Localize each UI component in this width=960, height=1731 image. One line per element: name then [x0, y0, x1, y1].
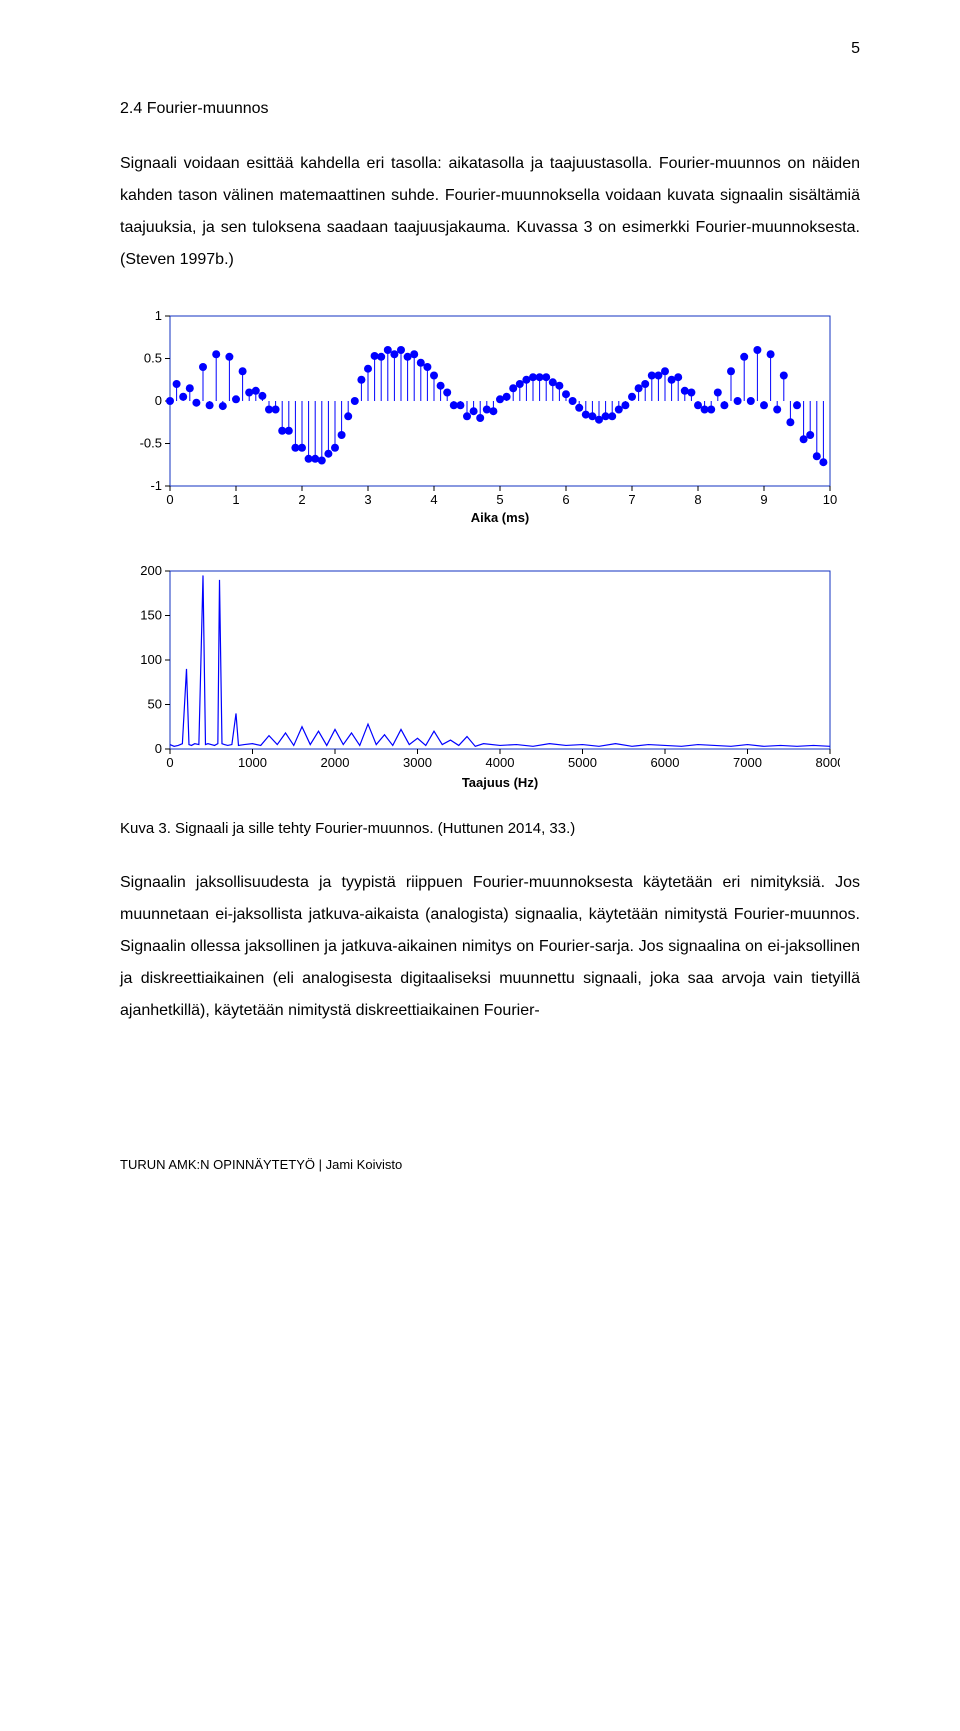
svg-text:0: 0 — [155, 393, 162, 408]
section-heading: 2.4 Fourier-muunnos — [120, 100, 860, 118]
svg-text:2000: 2000 — [321, 755, 350, 770]
svg-text:10: 10 — [823, 492, 837, 507]
svg-text:0.5: 0.5 — [144, 351, 162, 366]
page-number: 5 — [851, 40, 860, 58]
svg-text:3000: 3000 — [403, 755, 432, 770]
svg-text:1: 1 — [155, 308, 162, 323]
svg-text:-1: -1 — [150, 478, 162, 493]
svg-text:3: 3 — [364, 492, 371, 507]
svg-text:-0.5: -0.5 — [140, 436, 162, 451]
svg-text:Taajuus (Hz): Taajuus (Hz) — [462, 775, 538, 790]
svg-text:Aika (ms): Aika (ms) — [471, 510, 530, 525]
time-chart: -1-0.500.51012345678910Aika (ms) — [120, 306, 860, 531]
svg-text:0: 0 — [166, 492, 173, 507]
svg-text:4000: 4000 — [486, 755, 515, 770]
svg-text:150: 150 — [140, 608, 162, 623]
svg-text:50: 50 — [148, 697, 162, 712]
svg-text:4: 4 — [430, 492, 437, 507]
footer-text: TURUN AMK:N OPINNÄYTETYÖ | Jami Koivisto — [120, 1157, 860, 1172]
svg-text:2: 2 — [298, 492, 305, 507]
svg-text:7000: 7000 — [733, 755, 762, 770]
svg-text:7: 7 — [628, 492, 635, 507]
figure-caption: Kuva 3. Signaali ja sille tehty Fourier-… — [120, 820, 860, 837]
svg-text:5000: 5000 — [568, 755, 597, 770]
svg-text:9: 9 — [760, 492, 767, 507]
svg-text:6000: 6000 — [651, 755, 680, 770]
svg-text:0: 0 — [155, 741, 162, 756]
paragraph-2: Signaalin jaksollisuudesta ja tyypistä r… — [120, 867, 860, 1027]
svg-text:100: 100 — [140, 652, 162, 667]
svg-text:8: 8 — [694, 492, 701, 507]
svg-text:200: 200 — [140, 563, 162, 578]
paragraph-1: Signaali voidaan esittää kahdella eri ta… — [120, 148, 860, 276]
svg-text:1: 1 — [232, 492, 239, 507]
svg-text:0: 0 — [166, 755, 173, 770]
svg-text:8000: 8000 — [816, 755, 840, 770]
svg-text:6: 6 — [562, 492, 569, 507]
svg-text:5: 5 — [496, 492, 503, 507]
freq-chart: 0501001502000100020003000400050006000700… — [120, 561, 860, 796]
svg-text:1000: 1000 — [238, 755, 267, 770]
